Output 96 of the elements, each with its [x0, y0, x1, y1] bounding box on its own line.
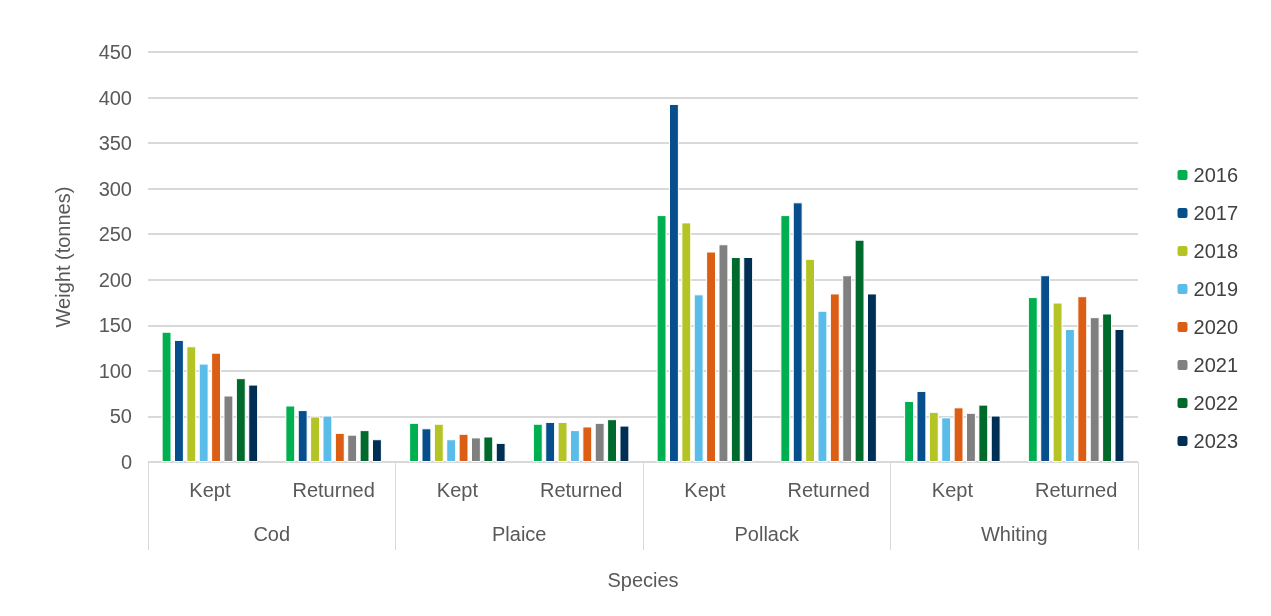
- legend-label: 2019: [1193, 278, 1239, 300]
- bar: [829, 293, 840, 462]
- x-tick-label: Returned: [539, 479, 623, 501]
- legend-label: 2021: [1193, 354, 1239, 376]
- bar: [569, 430, 580, 462]
- bar: [409, 422, 420, 462]
- legend-label: 2020: [1193, 316, 1239, 338]
- x-tick-label: Kept: [684, 479, 726, 501]
- bar: [186, 346, 197, 462]
- bar: [953, 407, 964, 462]
- x-tick-label: Returned: [787, 479, 870, 501]
- text: Pollack: [734, 523, 800, 545]
- bar: [211, 352, 222, 462]
- bar: [446, 439, 457, 462]
- bar: [248, 384, 259, 462]
- bar: [978, 404, 989, 462]
- bar: [990, 415, 1001, 462]
- x-tick-label: Returned: [1034, 479, 1118, 501]
- y-tick-label: 400: [98, 86, 132, 109]
- bar: [223, 395, 234, 462]
- x-tick-label: Kept: [189, 479, 231, 501]
- bar: [693, 294, 704, 462]
- y-tick-label: 100: [98, 359, 132, 382]
- bar: [371, 439, 382, 462]
- bar: [854, 239, 865, 462]
- text: Whiting: [980, 523, 1048, 545]
- bar: [495, 442, 506, 462]
- bar: [161, 331, 172, 462]
- bar: [532, 423, 543, 462]
- bar: [347, 434, 358, 462]
- bar: [805, 258, 816, 462]
- bar: [928, 411, 939, 462]
- bar: [743, 257, 754, 462]
- bar: [235, 378, 246, 462]
- bar: [1040, 275, 1051, 462]
- bar: [470, 437, 481, 462]
- bar: [1052, 302, 1063, 462]
- bar: [545, 421, 556, 462]
- legend-label: 2016: [1193, 164, 1239, 186]
- bar: [1102, 313, 1113, 462]
- bar: [285, 405, 296, 462]
- bar: [198, 363, 209, 462]
- bar: [842, 275, 853, 462]
- bar: [334, 432, 345, 462]
- bar: [792, 202, 803, 462]
- bar: [668, 103, 679, 462]
- bar: [322, 415, 333, 462]
- bar: [941, 417, 952, 462]
- bar: [557, 421, 568, 462]
- bar: [582, 426, 593, 462]
- bar: [706, 251, 717, 462]
- x-tick-label: Kept: [436, 479, 479, 501]
- bar: [421, 428, 432, 462]
- bar: [780, 215, 791, 462]
- bar: [359, 430, 370, 462]
- bar: [1064, 328, 1075, 462]
- bar: [1114, 328, 1125, 462]
- bar: [904, 400, 915, 462]
- x-tick-label: Returned: [292, 479, 375, 501]
- bar: [1089, 317, 1100, 462]
- bar: [297, 410, 308, 462]
- bar: [866, 293, 877, 462]
- x-tick-label: Kept: [931, 479, 974, 501]
- text: Plaice: [492, 523, 547, 545]
- bar: [619, 425, 630, 462]
- bar: [458, 433, 469, 462]
- y-tick-label: 150: [98, 314, 132, 337]
- bar: [607, 419, 618, 462]
- bar: [1077, 296, 1088, 462]
- bar: [965, 412, 976, 462]
- y-tick-label: 200: [98, 268, 132, 291]
- y-tick-label: 450: [98, 41, 132, 63]
- bar: [594, 422, 605, 462]
- bar: [916, 390, 927, 462]
- y-tick-label: 300: [98, 177, 132, 200]
- bar: [433, 423, 444, 462]
- bar: [730, 257, 741, 462]
- legend-label: 2018: [1193, 240, 1239, 262]
- y-tick-label: 50: [109, 405, 132, 428]
- x-axis-title: Species: [607, 569, 679, 591]
- bar: [817, 310, 828, 462]
- y-tick-label: 350: [98, 132, 132, 155]
- legend-label: 2022: [1193, 392, 1239, 414]
- bar: [173, 339, 184, 462]
- bar: [483, 436, 494, 462]
- legend-label: 2023: [1193, 430, 1239, 452]
- bar: [310, 416, 321, 462]
- y-tick-label: 250: [98, 223, 132, 246]
- y-tick-label: 0: [120, 451, 132, 473]
- y-axis-title: Weight (tonnes): [52, 186, 74, 328]
- bar: [681, 222, 692, 462]
- legend-label: 2017: [1193, 202, 1239, 224]
- bar: [1027, 297, 1038, 462]
- text: Cod: [253, 523, 291, 545]
- bar: [718, 244, 729, 462]
- bar: [656, 215, 667, 462]
